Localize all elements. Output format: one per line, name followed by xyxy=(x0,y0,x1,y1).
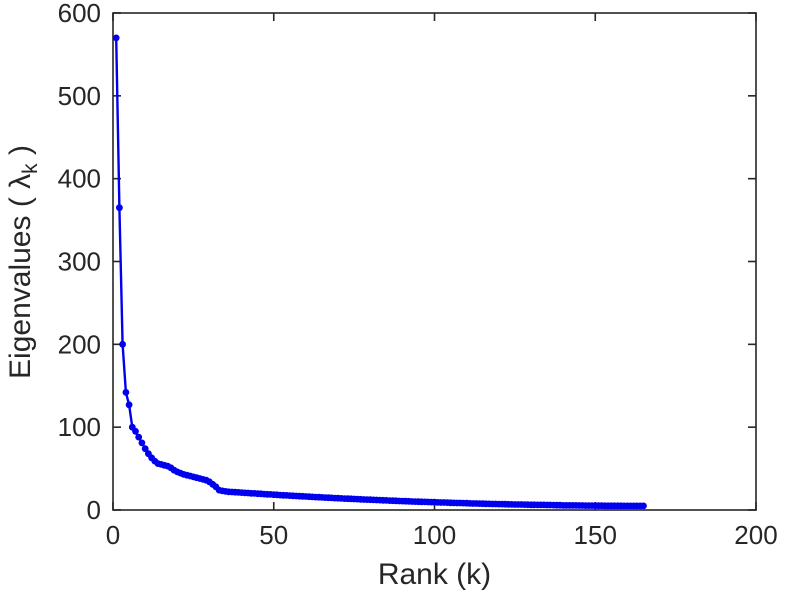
data-marker xyxy=(640,502,647,510)
y-tick-label: 500 xyxy=(58,81,101,111)
data-marker xyxy=(116,204,123,212)
data-line xyxy=(114,36,645,508)
x-tick-label: 150 xyxy=(574,520,617,550)
y-tick-label: 400 xyxy=(58,164,101,194)
data-marker xyxy=(119,340,126,348)
data-marker xyxy=(141,445,149,453)
y-tick-label: 0 xyxy=(87,495,101,525)
x-tick-label: 100 xyxy=(413,520,456,550)
data-marker xyxy=(125,401,133,409)
y-axis-label-text: Eigenvalues ( λ xyxy=(4,173,37,379)
data-marker xyxy=(138,439,146,447)
data-marker xyxy=(135,433,143,441)
y-axis-label-suffix: ) xyxy=(4,145,37,164)
data-marker xyxy=(132,427,139,435)
data-marker xyxy=(112,34,120,42)
x-tick-label: 0 xyxy=(106,520,120,550)
y-tick-label: 100 xyxy=(58,412,101,442)
y-tick-label: 200 xyxy=(58,329,101,359)
y-tick-label: 300 xyxy=(58,247,101,277)
x-tick-label: 200 xyxy=(734,520,777,550)
y-axis-label: Eigenvalues ( λk ) xyxy=(4,12,42,512)
x-axis-label: Rank (k) xyxy=(377,558,492,591)
data-marker xyxy=(122,389,130,396)
plot-box xyxy=(112,12,757,511)
y-axis-label-subscript: k xyxy=(19,163,42,174)
x-tick-label: 50 xyxy=(259,520,288,550)
y-tick-label: 600 xyxy=(58,0,101,28)
